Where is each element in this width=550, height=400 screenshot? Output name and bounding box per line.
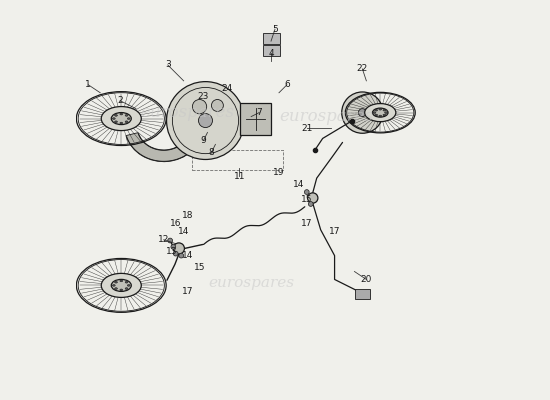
Ellipse shape xyxy=(373,112,376,114)
Circle shape xyxy=(168,238,173,243)
FancyBboxPatch shape xyxy=(263,33,280,44)
Ellipse shape xyxy=(383,114,386,116)
FancyBboxPatch shape xyxy=(263,45,280,56)
Ellipse shape xyxy=(127,118,130,120)
Ellipse shape xyxy=(125,282,128,283)
Circle shape xyxy=(309,202,313,206)
Text: 1: 1 xyxy=(85,80,91,89)
Ellipse shape xyxy=(384,112,387,114)
Circle shape xyxy=(307,193,318,203)
Text: 17: 17 xyxy=(301,219,312,228)
Text: 17: 17 xyxy=(329,227,340,236)
Text: 9: 9 xyxy=(201,136,206,145)
Ellipse shape xyxy=(375,110,377,111)
Text: 14: 14 xyxy=(182,251,193,260)
Text: 18: 18 xyxy=(182,211,194,220)
Text: 14: 14 xyxy=(293,180,305,189)
Polygon shape xyxy=(126,128,202,161)
Ellipse shape xyxy=(114,288,117,289)
Text: 17: 17 xyxy=(182,287,194,296)
Text: 11: 11 xyxy=(234,172,245,181)
Text: 13: 13 xyxy=(166,247,178,256)
Ellipse shape xyxy=(114,114,117,116)
Ellipse shape xyxy=(365,104,396,122)
Text: 23: 23 xyxy=(198,92,209,101)
Ellipse shape xyxy=(114,121,117,122)
Circle shape xyxy=(211,100,223,112)
Circle shape xyxy=(179,253,184,258)
Ellipse shape xyxy=(383,110,386,111)
Ellipse shape xyxy=(111,112,131,124)
Ellipse shape xyxy=(120,113,123,115)
FancyBboxPatch shape xyxy=(355,289,370,298)
Text: 20: 20 xyxy=(361,275,372,284)
Ellipse shape xyxy=(125,114,128,116)
Circle shape xyxy=(167,82,244,160)
Text: 6: 6 xyxy=(284,80,290,89)
Ellipse shape xyxy=(379,108,382,110)
Ellipse shape xyxy=(120,289,123,291)
Ellipse shape xyxy=(112,284,115,286)
Text: eurospares: eurospares xyxy=(279,108,373,125)
Text: 15: 15 xyxy=(301,196,312,204)
Ellipse shape xyxy=(125,121,128,122)
Text: 14: 14 xyxy=(178,227,189,236)
Ellipse shape xyxy=(114,282,117,283)
Ellipse shape xyxy=(112,118,115,120)
Ellipse shape xyxy=(111,279,131,292)
Text: 7: 7 xyxy=(256,108,262,117)
FancyBboxPatch shape xyxy=(240,103,272,135)
Text: 22: 22 xyxy=(357,64,368,74)
Text: 21: 21 xyxy=(301,124,312,133)
Ellipse shape xyxy=(120,280,123,282)
Ellipse shape xyxy=(375,114,377,116)
Ellipse shape xyxy=(127,284,130,286)
Circle shape xyxy=(199,114,212,128)
Ellipse shape xyxy=(101,273,141,298)
Ellipse shape xyxy=(125,288,128,289)
Ellipse shape xyxy=(120,122,123,124)
Circle shape xyxy=(171,244,175,249)
Circle shape xyxy=(192,100,207,114)
Text: 3: 3 xyxy=(165,60,170,70)
Text: 8: 8 xyxy=(208,148,214,157)
Text: 16: 16 xyxy=(170,219,182,228)
Circle shape xyxy=(342,92,383,133)
Circle shape xyxy=(359,109,366,116)
Text: 12: 12 xyxy=(158,235,169,244)
Ellipse shape xyxy=(101,106,141,130)
Text: 5: 5 xyxy=(272,25,278,34)
Ellipse shape xyxy=(372,108,388,117)
Text: 2: 2 xyxy=(117,96,123,105)
Circle shape xyxy=(173,251,178,256)
Text: eurospares: eurospares xyxy=(208,276,294,290)
Text: 24: 24 xyxy=(222,84,233,93)
Ellipse shape xyxy=(379,115,382,117)
Text: eurospares: eurospares xyxy=(141,104,235,121)
Circle shape xyxy=(173,243,184,254)
Text: 15: 15 xyxy=(194,263,205,272)
Text: 19: 19 xyxy=(273,168,285,177)
Circle shape xyxy=(304,190,309,194)
Text: 4: 4 xyxy=(268,48,274,58)
